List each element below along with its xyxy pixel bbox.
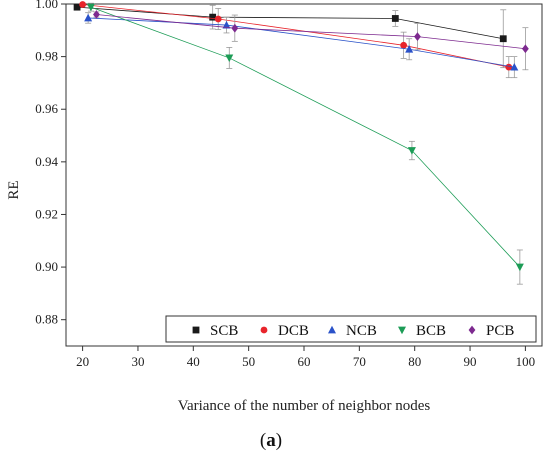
legend-label-scb: SCB [210, 323, 238, 339]
series-line-ncb [88, 17, 515, 68]
data-series [73, 1, 529, 285]
series-line-dcb [82, 4, 509, 68]
data-point-pcb [414, 32, 421, 42]
data-point-scb [209, 13, 217, 21]
data-point-scb [73, 3, 81, 11]
series-dcb [79, 1, 513, 79]
legend-item-ncb: NCB [328, 323, 377, 339]
data-point-dcb [400, 41, 408, 49]
legend-marker-dcb [260, 326, 268, 334]
caption-letter: a [266, 430, 276, 451]
data-point-ncb [84, 13, 93, 22]
legend-marker-bcb [398, 326, 406, 335]
axis-ticks: 20 30 40 50 60 70 80 90 100 0.88 0.90 0.92 0.94 0.96 0… [35, 0, 535, 369]
y-tick-label: 0.94 [35, 154, 58, 169]
legend-marker-scb [192, 326, 200, 334]
series-pcb [93, 10, 529, 71]
y-tick-label: 0.96 [35, 101, 58, 116]
data-point-ncb [222, 20, 231, 29]
x-tick-label: 70 [353, 354, 366, 369]
data-point-dcb [505, 63, 513, 71]
caption-open: ( [260, 430, 266, 451]
x-tick-label: 50 [242, 354, 255, 369]
x-tick-label: 90 [464, 354, 477, 369]
legend: SCB DCB NCB BCB PCB [165, 315, 537, 343]
legend-label-dcb: DCB [278, 323, 309, 339]
data-point-bcb [225, 54, 234, 63]
data-point-bcb [86, 3, 95, 12]
data-point-bcb [515, 263, 524, 272]
data-point-ncb [510, 62, 519, 71]
data-point-pcb [231, 23, 239, 33]
x-tick-label: 80 [408, 354, 421, 369]
legend-item-scb: SCB [192, 323, 238, 339]
series-line-scb [77, 6, 504, 40]
legend-label-bcb: BCB [416, 323, 446, 339]
data-point-scb [499, 35, 507, 43]
plot-frame [65, 3, 543, 347]
data-point-dcb [214, 15, 222, 23]
x-tick-label: 60 [298, 354, 311, 369]
legend-marker-pcb [468, 325, 476, 335]
data-point-pcb [93, 10, 100, 19]
x-tick-label: 20 [76, 354, 89, 369]
figure-caption: (a) [260, 430, 282, 451]
legend-item-pcb: PCB [468, 323, 514, 339]
y-tick-label: 0.90 [35, 259, 58, 274]
legend-item-bcb: BCB [398, 323, 446, 339]
data-point-ncb [405, 45, 414, 53]
data-point-dcb [79, 1, 87, 8]
series-ncb [84, 12, 519, 79]
x-tick-label: 40 [187, 354, 200, 369]
y-tick-label: 0.98 [35, 49, 58, 64]
legend-label-pcb: PCB [486, 323, 514, 339]
series-bcb [86, 2, 524, 285]
series-line-pcb [96, 14, 526, 50]
y-tick-label: 0.92 [35, 206, 58, 221]
caption-close: ) [276, 430, 282, 451]
data-point-pcb [521, 44, 529, 54]
series-scb [73, 3, 507, 69]
series-line-bcb [90, 6, 521, 268]
data-point-bcb [407, 147, 416, 155]
x-axis-label: Variance of the number of neighbor nodes [178, 398, 431, 414]
y-axis-label: RE [6, 180, 22, 199]
data-point-scb [391, 15, 399, 22]
x-tick-label: 30 [131, 354, 144, 369]
legend-label-ncb: NCB [346, 323, 377, 339]
y-tick-label: 1.00 [35, 0, 58, 11]
legend-item-dcb: DCB [260, 323, 309, 339]
x-tick-label: 100 [516, 354, 536, 369]
y-tick-label: 0.88 [35, 312, 58, 327]
legend-marker-ncb [328, 325, 336, 334]
